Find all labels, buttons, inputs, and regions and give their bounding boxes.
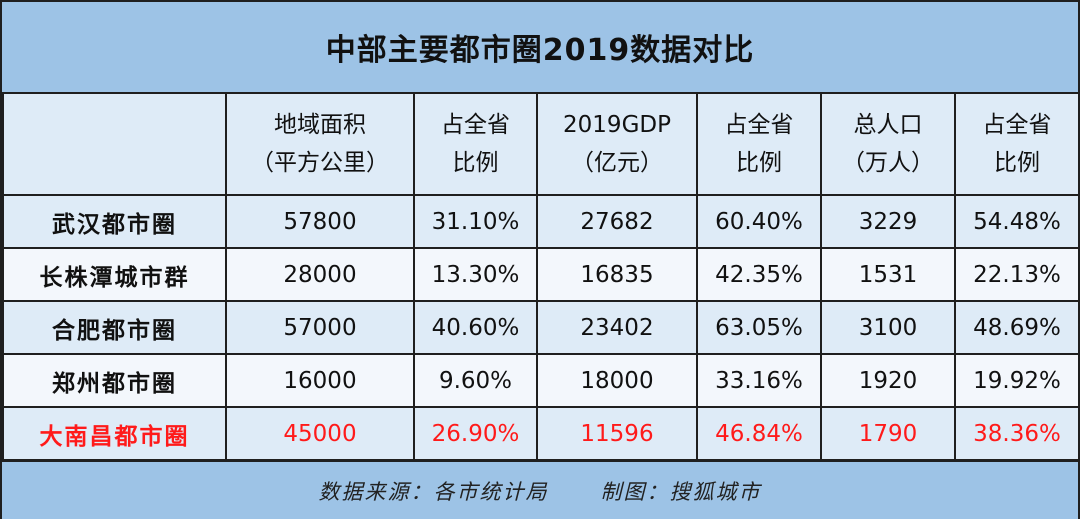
table-title: 中部主要都市圈2019数据对比 bbox=[2, 2, 1078, 94]
cell-gdp-pct: 33.16% bbox=[696, 353, 822, 408]
cell-pop: 1790 bbox=[820, 406, 956, 461]
cell-gdp-pct: 63.05% bbox=[696, 300, 822, 355]
footer-source: 数据来源：各市统计局 bbox=[318, 479, 549, 504]
cell-area-pct: 9.60% bbox=[413, 353, 538, 408]
cell-area-pct: 26.90% bbox=[413, 406, 538, 461]
cell-gdp: 27682 bbox=[536, 194, 698, 249]
header-cell-area-pct: 占全省 比例 bbox=[413, 92, 538, 196]
header-cell-pop-pct: 占全省 比例 bbox=[954, 92, 1080, 196]
header-cell-name bbox=[2, 92, 227, 196]
cell-pop: 1531 bbox=[820, 247, 956, 302]
table-row: 郑州都市圈 16000 9.60% 18000 33.16% 1920 19.9… bbox=[2, 353, 1080, 408]
cell-name: 郑州都市圈 bbox=[2, 353, 227, 408]
cell-gdp-pct: 42.35% bbox=[696, 247, 822, 302]
table-row: 合肥都市圈 57000 40.60% 23402 63.05% 3100 48.… bbox=[2, 300, 1080, 355]
table-row-highlighted: 大南昌都市圈 45000 26.90% 11596 46.84% 1790 38… bbox=[2, 406, 1080, 461]
cell-area-pct: 31.10% bbox=[413, 194, 538, 249]
cell-area-pct: 13.30% bbox=[413, 247, 538, 302]
cell-gdp: 16835 bbox=[536, 247, 698, 302]
cell-gdp-pct: 46.84% bbox=[696, 406, 822, 461]
table-footer: 数据来源：各市统计局 制图：搜狐城市 bbox=[2, 460, 1078, 519]
cell-pop: 1920 bbox=[820, 353, 956, 408]
cell-area: 28000 bbox=[225, 247, 415, 302]
header-cell-pop: 总人口 （万人） bbox=[820, 92, 956, 196]
footer-maker: 制图：搜狐城市 bbox=[600, 479, 762, 504]
cell-pop-pct: 19.92% bbox=[954, 353, 1080, 408]
cell-name: 合肥都市圈 bbox=[2, 300, 227, 355]
header-cell-area: 地域面积 （平方公里） bbox=[225, 92, 415, 196]
cell-pop-pct: 54.48% bbox=[954, 194, 1080, 249]
cell-area: 57800 bbox=[225, 194, 415, 249]
cell-pop: 3229 bbox=[820, 194, 956, 249]
cell-name: 大南昌都市圈 bbox=[2, 406, 227, 461]
cell-gdp: 18000 bbox=[536, 353, 698, 408]
table-row: 长株潭城市群 28000 13.30% 16835 42.35% 1531 22… bbox=[2, 247, 1080, 302]
cell-pop-pct: 22.13% bbox=[954, 247, 1080, 302]
cell-pop-pct: 38.36% bbox=[954, 406, 1080, 461]
footer-spacer bbox=[548, 479, 600, 503]
header-cell-gdp-pct: 占全省 比例 bbox=[696, 92, 822, 196]
header-cell-gdp: 2019GDP （亿元） bbox=[536, 92, 698, 196]
cell-area-pct: 40.60% bbox=[413, 300, 538, 355]
header-row: 地域面积 （平方公里） 占全省 比例 2019GDP （亿元） 占全省 比例 总人口 （万… bbox=[2, 92, 1080, 196]
data-table: 地域面积 （平方公里） 占全省 比例 2019GDP （亿元） 占全省 比例 总人口 （万… bbox=[2, 92, 1080, 461]
cell-gdp: 11596 bbox=[536, 406, 698, 461]
table-row: 武汉都市圈 57800 31.10% 27682 60.40% 3229 54.… bbox=[2, 194, 1080, 249]
cell-pop-pct: 48.69% bbox=[954, 300, 1080, 355]
cell-pop: 3100 bbox=[820, 300, 956, 355]
cell-gdp-pct: 60.40% bbox=[696, 194, 822, 249]
cell-area: 45000 bbox=[225, 406, 415, 461]
cell-name: 武汉都市圈 bbox=[2, 194, 227, 249]
cell-area: 16000 bbox=[225, 353, 415, 408]
cell-name: 长株潭城市群 bbox=[2, 247, 227, 302]
cell-area: 57000 bbox=[225, 300, 415, 355]
cell-gdp: 23402 bbox=[536, 300, 698, 355]
